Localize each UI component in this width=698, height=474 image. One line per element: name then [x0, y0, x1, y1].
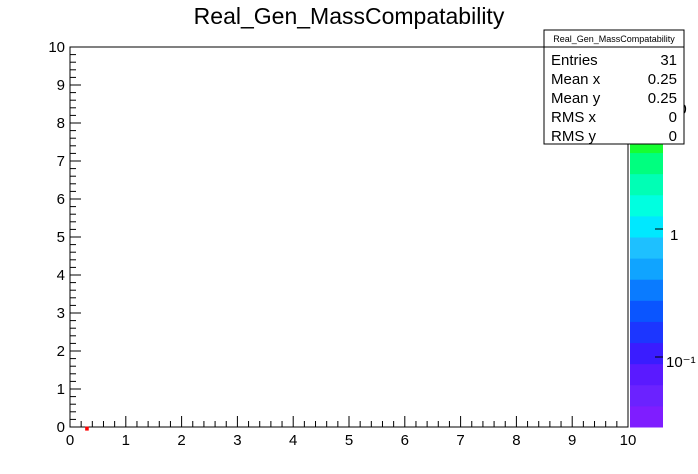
palette-swatch	[630, 384, 663, 407]
palette-swatch	[630, 342, 663, 365]
x-axis: 0 1 2 3 4 5 6 7 8 9 10	[66, 416, 637, 449]
stats-label-entries: Entries	[551, 52, 598, 69]
y-tick-label: 7	[57, 153, 65, 170]
stats-value-entries: 31	[660, 52, 677, 69]
y-tick-label: 9	[57, 77, 65, 94]
palette-swatch	[630, 258, 663, 280]
x-tick-label: 5	[345, 432, 353, 449]
palette-swatch	[630, 405, 663, 428]
palette-tick-label-1: 1	[670, 227, 678, 244]
y-axis: 0 1 2 3 4 5 6 7 8 9 10	[48, 39, 81, 436]
palette-swatch	[630, 194, 663, 217]
x-tick-label: 7	[456, 432, 464, 449]
stats-value-rms-y: 0	[669, 128, 677, 145]
stats-label-mean-y: Mean y	[551, 90, 601, 107]
palette-swatch	[630, 215, 663, 238]
palette-swatch	[630, 363, 663, 386]
stats-label-rms-y: RMS y	[551, 128, 597, 145]
stats-label-rms-x: RMS x	[551, 109, 597, 126]
palette-swatch	[630, 321, 663, 344]
x-tick-label: 10	[620, 432, 637, 449]
y-tick-label: 2	[57, 343, 65, 360]
palette-tick-label-0p1: 10⁻¹	[666, 354, 696, 371]
stats-box-frame	[543, 29, 685, 145]
palette-swatch	[630, 237, 663, 259]
x-tick-label: 1	[122, 432, 130, 449]
y-tick-label: 0	[57, 419, 65, 436]
stats-value-rms-x: 0	[669, 109, 677, 126]
stats-value-mean-y: 0.25	[648, 90, 677, 107]
y-tick-label: 4	[57, 267, 65, 284]
palette-swatch	[630, 152, 663, 175]
stats-box: Real_Gen_MassCompatability Entries 31 Me…	[543, 29, 685, 145]
x-tick-label: 9	[568, 432, 576, 449]
chart-title: Real_Gen_MassCompatability	[194, 3, 505, 29]
palette-swatch	[630, 279, 663, 301]
x-tick-label: 6	[401, 432, 409, 449]
palette-swatch	[630, 173, 663, 196]
palette-swatch	[630, 300, 663, 322]
x-tick-label: 2	[177, 432, 185, 449]
stats-label-mean-x: Mean x	[551, 71, 601, 88]
y-tick-label: 5	[57, 229, 65, 246]
y-tick-label: 10	[48, 39, 65, 56]
x-tick-label: 3	[233, 432, 241, 449]
x-tick-label: 4	[289, 432, 297, 449]
x-tick-label: 8	[512, 432, 520, 449]
y-tick-label: 1	[57, 381, 65, 398]
y-tick-label: 3	[57, 305, 65, 322]
stats-value-mean-x: 0.25	[648, 71, 677, 88]
x-tick-label: 0	[66, 432, 74, 449]
y-tick-label: 6	[57, 191, 65, 208]
y-tick-label: 8	[57, 115, 65, 132]
heatmap-cells	[85, 426, 89, 431]
heatmap-cell	[85, 426, 89, 431]
stats-title: Real_Gen_MassCompatability	[553, 34, 675, 44]
